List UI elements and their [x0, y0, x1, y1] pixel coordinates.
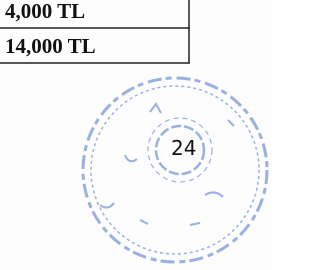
table-cell: 14,000 TL [5, 34, 96, 58]
document: 4,000 TL 14,000 TL 24 [0, 0, 271, 270]
stamp-outer-ring [83, 78, 267, 262]
scan: 4,000 TL 14,000 TL 24 [0, 0, 271, 270]
table-cell: 4,000 TL [5, 0, 85, 23]
stamp [83, 78, 267, 262]
stamp-number: 24 [171, 136, 196, 160]
stamp-lettering [100, 104, 234, 225]
stamp-inner-ring [91, 86, 259, 254]
